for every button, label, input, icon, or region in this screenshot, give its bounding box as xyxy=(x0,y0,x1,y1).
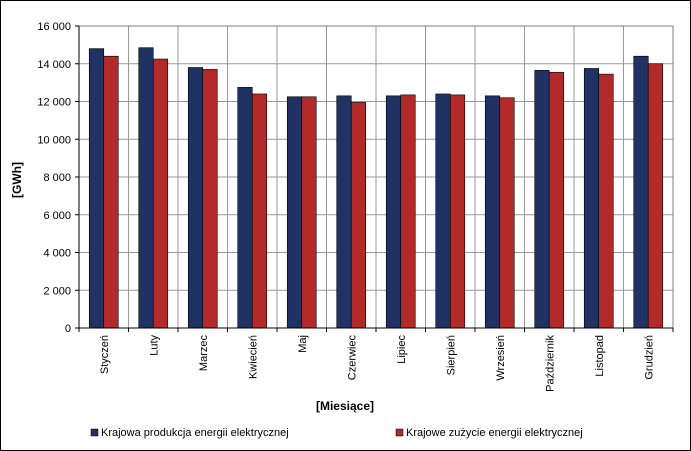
bar-production xyxy=(187,67,204,329)
legend-label-production: Krajowa produkcja energii elektrycznej xyxy=(101,427,289,439)
bar-production xyxy=(534,70,550,329)
legend-label-consumption: Krajowe zużycie energii elektrycznej xyxy=(406,427,583,439)
bar-production xyxy=(633,55,649,329)
legend-swatch-production xyxy=(90,428,99,437)
x-tick-label: Czerwiec xyxy=(346,335,358,381)
y-tick-label: 4 000 xyxy=(43,248,71,260)
x-tick-label: Lipiec xyxy=(396,335,408,364)
bar-production xyxy=(484,95,501,329)
bars xyxy=(88,47,664,329)
x-axis-title: [Miesiące] xyxy=(316,399,374,413)
bar-consumption xyxy=(152,58,169,329)
bar-consumption xyxy=(647,63,664,329)
y-tick-label: 8 000 xyxy=(43,172,71,184)
bar-production xyxy=(336,95,352,329)
bar-production xyxy=(138,47,154,329)
y-tick-label: 6 000 xyxy=(43,210,71,222)
x-tick-label: Listopad xyxy=(594,335,606,377)
bar-consumption xyxy=(251,93,268,329)
y-axis-title: [GWh] xyxy=(10,162,24,198)
y-tick-label: 16 000 xyxy=(37,21,71,33)
legend-swatch-consumption xyxy=(395,428,404,437)
x-tick-label: Maj xyxy=(297,335,309,353)
x-tick-label: Grudzień xyxy=(643,335,655,380)
y-tick-label: 0 xyxy=(65,323,71,335)
bar-consumption xyxy=(350,102,367,329)
x-tick-labels: Styczeń Luty Marzec Kwiecień Maj Czerwiec Lipi… xyxy=(78,328,674,392)
gridlines xyxy=(79,25,673,328)
bar-consumption xyxy=(499,97,515,329)
bar-consumption xyxy=(598,73,614,329)
bar-consumption xyxy=(449,94,466,329)
x-tick-label: Marzec xyxy=(198,335,210,372)
legend: Krajowa produkcja energii elektrycznej K… xyxy=(90,427,583,439)
bar-consumption xyxy=(103,55,119,329)
x-tick-label: Luty xyxy=(148,335,160,356)
y-tick-label: 12 000 xyxy=(37,97,71,109)
bar-consumption xyxy=(548,71,565,329)
bar-production xyxy=(88,48,105,329)
bar-production xyxy=(237,87,253,329)
bar-production xyxy=(286,96,303,329)
bar-production xyxy=(385,95,402,329)
y-tick-label: 2 000 xyxy=(43,285,71,297)
x-tick-label: Kwiecień xyxy=(247,335,259,379)
bar-consumption xyxy=(202,69,218,329)
x-tick-label: Wrzesień xyxy=(495,335,507,381)
y-tick-labels: 0 2 000 4 000 6 000 8 000 10 000 12 000 14 000 1… xyxy=(37,21,79,335)
x-tick-label: Styczeń xyxy=(99,335,111,374)
x-tick-label: Październik xyxy=(544,335,556,392)
x-tick-label: Sierpień xyxy=(445,335,457,375)
y-tick-label: 14 000 xyxy=(37,59,71,71)
bar-consumption xyxy=(301,96,317,329)
bar-production xyxy=(435,93,451,329)
bar-consumption xyxy=(400,94,416,329)
y-tick-label: 10 000 xyxy=(37,134,71,146)
bar-production xyxy=(583,68,600,329)
